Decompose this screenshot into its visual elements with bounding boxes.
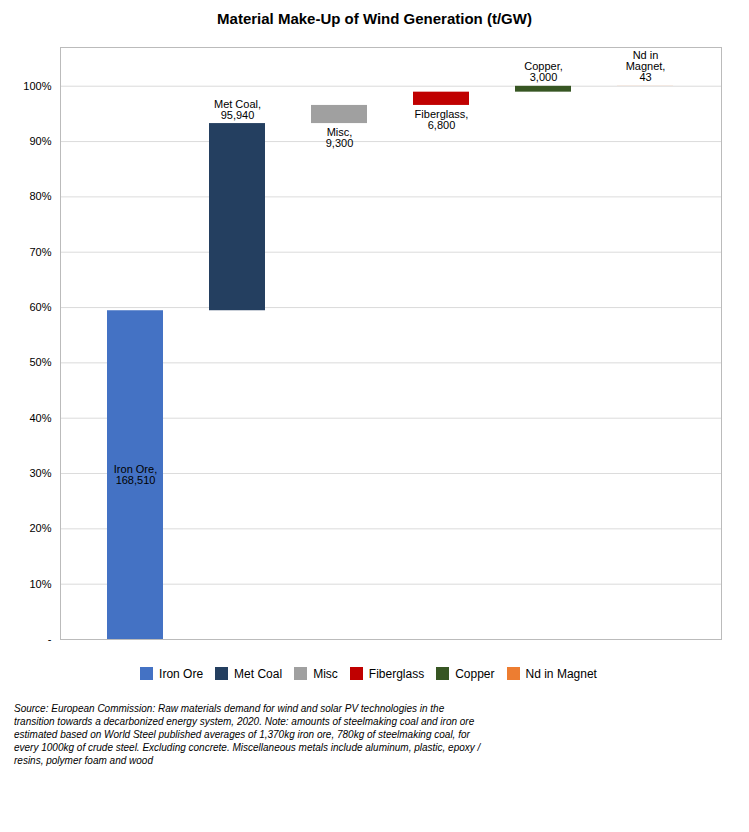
svg-text:-: -	[48, 633, 52, 645]
svg-text:90%: 90%	[29, 135, 51, 147]
html-text:Nd in Magnet: Nd in Magnet	[525, 666, 597, 681]
svg-text:Nd inMagnet,43: Nd inMagnet,43	[626, 49, 666, 83]
svg-text:20%: 20%	[29, 522, 51, 534]
svg-text:70%: 70%	[29, 246, 51, 258]
html-text:Copper: Copper	[455, 666, 495, 681]
svg-text:60%: 60%	[29, 301, 51, 313]
html-text:Material Make-Up of Wind Gener: Material Make-Up of Wind Generation (t/G…	[217, 10, 532, 27]
html-text:Fiberglass: Fiberglass	[368, 666, 425, 681]
svg-text:80%: 80%	[29, 190, 51, 202]
html-text:Met Coal: Met Coal	[234, 666, 283, 681]
svg-text:Copper,3,000: Copper,3,000	[524, 60, 563, 83]
svg-text:50%: 50%	[29, 356, 51, 368]
svg-text:Iron Ore,168,510: Iron Ore,168,510	[114, 463, 157, 486]
svg-text:30%: 30%	[29, 467, 51, 479]
svg-text:100%: 100%	[23, 80, 51, 92]
svg-text:40%: 40%	[29, 412, 51, 424]
svg-text:Fiberglass,6,800: Fiberglass,6,800	[415, 108, 469, 131]
html-text:Source: European Commission: R: Source: European Commission: Raw materia…	[14, 703, 481, 766]
svg-text:10%: 10%	[29, 578, 51, 590]
html-text:Misc: Misc	[313, 666, 338, 681]
svg-text:Misc,9,300: Misc,9,300	[326, 126, 354, 149]
html-text:Iron Ore: Iron Ore	[159, 666, 204, 681]
svg-text:Met Coal,95,940: Met Coal,95,940	[214, 98, 261, 121]
